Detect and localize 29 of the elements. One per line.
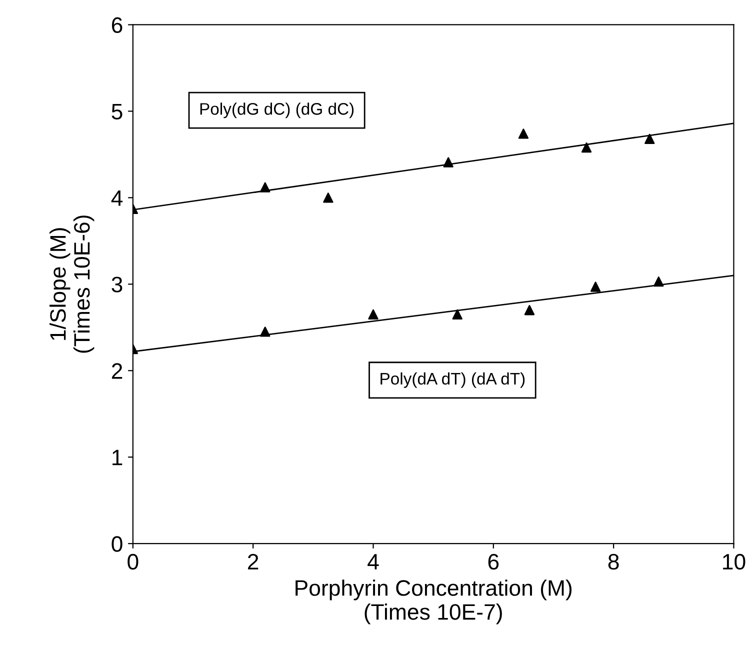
point: [368, 309, 378, 320]
point: [260, 182, 270, 192]
point: [323, 192, 334, 203]
y-axis-title: 1/Slope (M) (Times 10E-6): [50, 216, 94, 353]
x-tick-label: 4: [368, 554, 379, 570]
x-tick-label: 8: [608, 554, 619, 570]
y-tick-label: 4: [111, 190, 123, 206]
y-tick-label: 5: [112, 104, 122, 120]
point: [644, 134, 655, 144]
y-tick-label: 1: [112, 450, 122, 466]
text: Poly(dG dC) (dG dC): [200, 102, 354, 118]
y-tick-label: 6: [112, 17, 122, 34]
x-tick-label: 6: [488, 554, 499, 570]
x-tick-label: 2: [248, 554, 258, 570]
y-tick-label: 2: [112, 363, 122, 379]
point: [524, 305, 535, 316]
x-tick-label: 10: [723, 554, 746, 570]
point: [590, 282, 601, 292]
point: [581, 142, 592, 153]
x-tick-label: 0: [128, 554, 138, 570]
y-tick-label: 3: [112, 276, 122, 292]
point: [443, 157, 454, 168]
point: [452, 309, 462, 320]
point: [260, 326, 270, 337]
text: Poly(dA dT) (dA dT): [380, 372, 525, 388]
point: [654, 276, 664, 287]
point: [518, 128, 529, 139]
x-axis-title: Porphyrin Concentration (M) (Times 10E-7): [296, 580, 572, 624]
y-tick-label: 0: [112, 536, 122, 552]
